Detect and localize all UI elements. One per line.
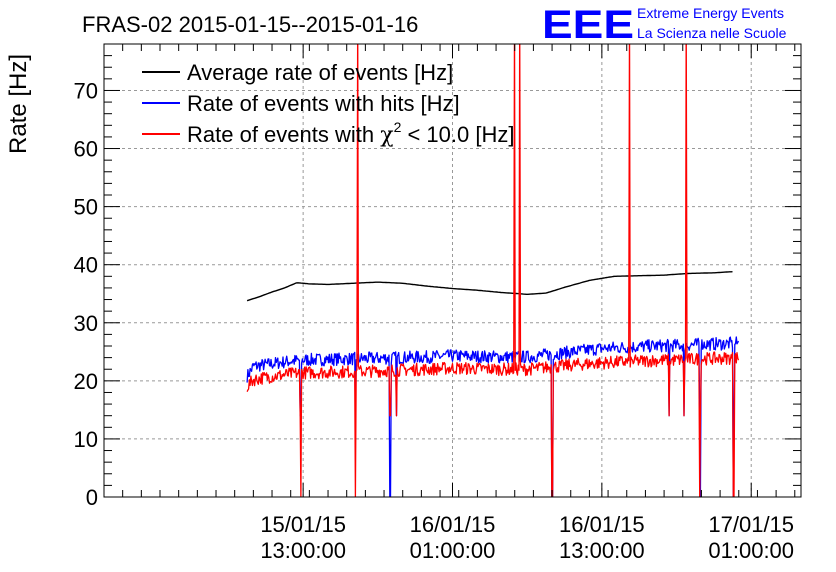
eee-logo-mark: EEE xyxy=(542,3,634,47)
y-tick-label: 30 xyxy=(74,311,98,336)
x-tick-date-label: 16/01/15 xyxy=(559,512,645,537)
x-tick-time-label: 13:00:00 xyxy=(260,538,346,563)
legend-label-average: Average rate of events [Hz] xyxy=(187,60,453,85)
x-tick-date-label: 16/01/15 xyxy=(410,512,496,537)
x-tick-date-label: 15/01/15 xyxy=(260,512,346,537)
series-line-2 xyxy=(246,44,740,497)
y-tick-label: 60 xyxy=(74,137,98,162)
y-tick-label: 0 xyxy=(86,485,98,510)
y-tick-label: 20 xyxy=(74,369,98,394)
y-tick-label: 70 xyxy=(74,78,98,103)
x-tick-time-label: 01:00:00 xyxy=(410,538,496,563)
x-tick-time-label: 13:00:00 xyxy=(559,538,645,563)
x-tick-time-label: 01:00:00 xyxy=(708,538,794,563)
eee-logo-line2: La Scienza nelle Scuole xyxy=(637,25,787,41)
y-tick-label: 50 xyxy=(74,195,98,220)
series-line-0 xyxy=(246,271,733,302)
x-tick-date-label: 17/01/15 xyxy=(708,512,794,537)
grid-lines xyxy=(104,44,801,497)
legend-label-chi2: Rate of events with χ2 < 10.0 [Hz] xyxy=(187,119,514,148)
axes-ticks: 01020304050607015/01/1513:00:0016/01/150… xyxy=(74,43,801,563)
series-line-1 xyxy=(246,336,740,497)
series-lines xyxy=(246,44,740,497)
legend-label-hits: Rate of events with hits [Hz] xyxy=(187,91,460,116)
legend: Average rate of events [Hz] Rate of even… xyxy=(142,60,514,148)
y-axis-label: Rate [Hz] xyxy=(5,54,32,154)
y-tick-label: 40 xyxy=(74,253,98,278)
y-tick-label: 10 xyxy=(74,427,98,452)
eee-logo: EEE Extreme Energy Events La Scienza nel… xyxy=(542,3,787,47)
chart-title: FRAS-02 2015-01-15--2015-01-16 xyxy=(82,12,418,37)
eee-logo-line1: Extreme Energy Events xyxy=(637,5,784,21)
